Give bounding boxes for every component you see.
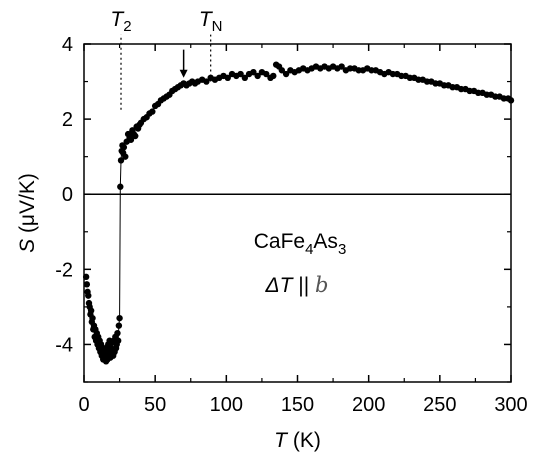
gradient-direction-label: ΔT || b — [265, 273, 329, 297]
data-point — [89, 314, 96, 322]
x-axis-tick-labels: 0 50 100 150 200 250 300 — [78, 394, 527, 416]
data-point — [262, 70, 270, 78]
x-tick-label-150: 150 — [281, 394, 314, 416]
data-point — [83, 281, 91, 288]
y-axis-tick-labels: -4 -2 0 2 4 — [55, 34, 73, 356]
data-point — [115, 322, 123, 329]
y-tick-label--4: -4 — [55, 334, 73, 356]
data-point — [87, 307, 95, 314]
data-point — [114, 337, 122, 344]
data-point — [114, 329, 121, 337]
data-point — [338, 63, 345, 70]
y-tick-label-2: 2 — [62, 109, 73, 131]
data-point — [117, 183, 124, 190]
data-point — [82, 273, 90, 281]
data-point — [203, 78, 210, 85]
data-point — [507, 97, 515, 104]
data-point — [120, 144, 128, 151]
x-tick-label-50: 50 — [144, 394, 166, 416]
data-point — [85, 292, 92, 299]
compound-label: CaFe4As3 — [254, 230, 347, 258]
transition-connector-line — [116, 145, 125, 345]
y-tick-label-4: 4 — [62, 34, 73, 56]
plot-frame — [83, 43, 512, 383]
x-axis-title: T (K) — [274, 429, 321, 452]
data-point — [127, 136, 135, 143]
data-point — [122, 153, 129, 160]
data-point — [117, 157, 125, 164]
data-point — [250, 68, 257, 76]
x-tick-label-0: 0 — [78, 394, 89, 416]
x-tick-label-100: 100 — [210, 394, 243, 416]
data-point — [237, 70, 244, 78]
data-point — [116, 314, 123, 322]
x-tick-label-250: 250 — [423, 394, 456, 416]
tn-marker-label: TN — [199, 8, 223, 35]
x-axis-ticks — [83, 44, 512, 382]
x-tick-label-300: 300 — [494, 394, 527, 416]
y-tick-label--2: -2 — [55, 259, 73, 281]
t2-marker-label: T2 — [110, 8, 131, 35]
data-point — [282, 70, 290, 78]
data-point — [132, 132, 139, 140]
x-tick-label-200: 200 — [352, 394, 385, 416]
data-point — [278, 67, 286, 74]
data-point — [270, 72, 277, 80]
y-axis-title: S (μV/K) — [16, 173, 39, 253]
data-point — [241, 74, 249, 82]
y-tick-label-0: 0 — [62, 184, 73, 206]
data-point — [149, 108, 156, 115]
plot-area: 0 50 100 150 200 250 300 -4 -2 0 2 4 — [55, 34, 527, 416]
data-point — [224, 74, 231, 82]
data-point — [254, 72, 261, 80]
data-points — [82, 61, 515, 365]
y-axis-ticks — [84, 43, 511, 383]
transition-arrow-icon — [179, 49, 188, 78]
